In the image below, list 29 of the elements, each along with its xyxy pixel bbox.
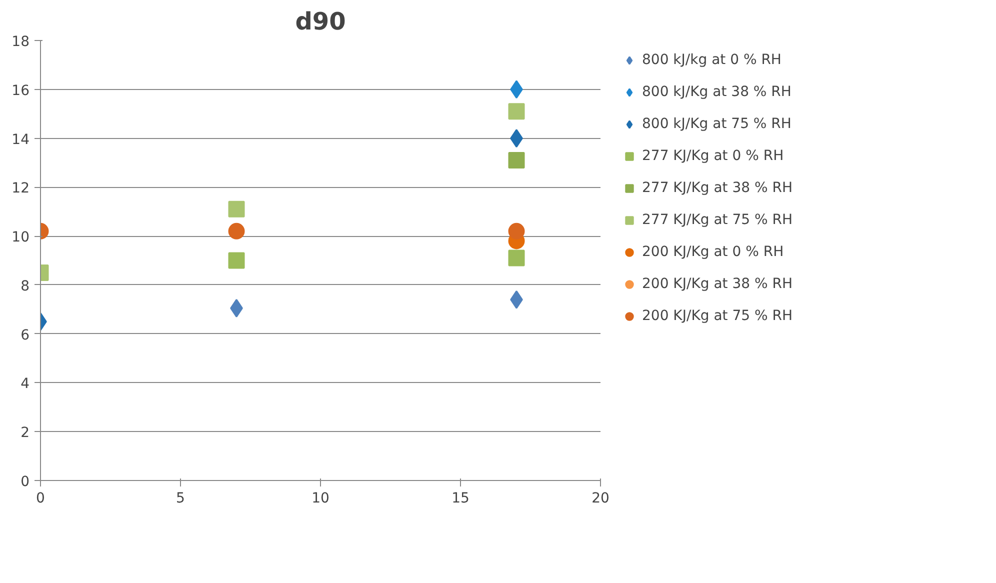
legend-label: 200 KJ/Kg at 38 % RH [642,276,793,292]
y-tick-label: 2 [20,425,30,442]
legend-label: 277 KJ/Kg at 0 % RH [642,148,784,164]
x-tick-label: 5 [176,490,185,506]
y-tick-label: 16 [12,82,30,99]
chart-title: d90 [295,8,346,36]
x-tick-label: 15 [452,490,470,506]
point [508,103,525,120]
y-tick-label: 14 [12,132,30,148]
legend-label: 800 kJ/Kg at 75 % RH [642,116,792,132]
y-tick-label: 18 [12,34,30,50]
legend-label: 200 KJ/Kg at 75 % RH [642,308,793,324]
y-tick-label: 8 [20,278,30,294]
y-tick-label: 4 [20,376,30,392]
y-tick-label: 6 [20,327,30,344]
x-tick-label: 20 [592,490,610,506]
x-tick-label: 0 [36,490,45,506]
y-tick-label: 10 [12,230,30,246]
legend-label: 800 kJ/Kg at 38 % RH [642,84,792,100]
legend-label: 800 kJ/kg at 0 % RH [642,52,782,68]
point [508,250,525,266]
x-tick-label: 10 [312,490,330,506]
legend-label: 277 KJ/Kg at 38 % RH [642,180,793,196]
y-tick-label: 12 [12,180,30,197]
legend-label: 277 KJ/Kg at 75 % RH [642,212,793,228]
y-tick-label: 0 [20,474,30,490]
point [508,222,525,240]
point [508,152,525,169]
legend-label: 200 KJ/Kg at 0 % RH [642,244,784,260]
